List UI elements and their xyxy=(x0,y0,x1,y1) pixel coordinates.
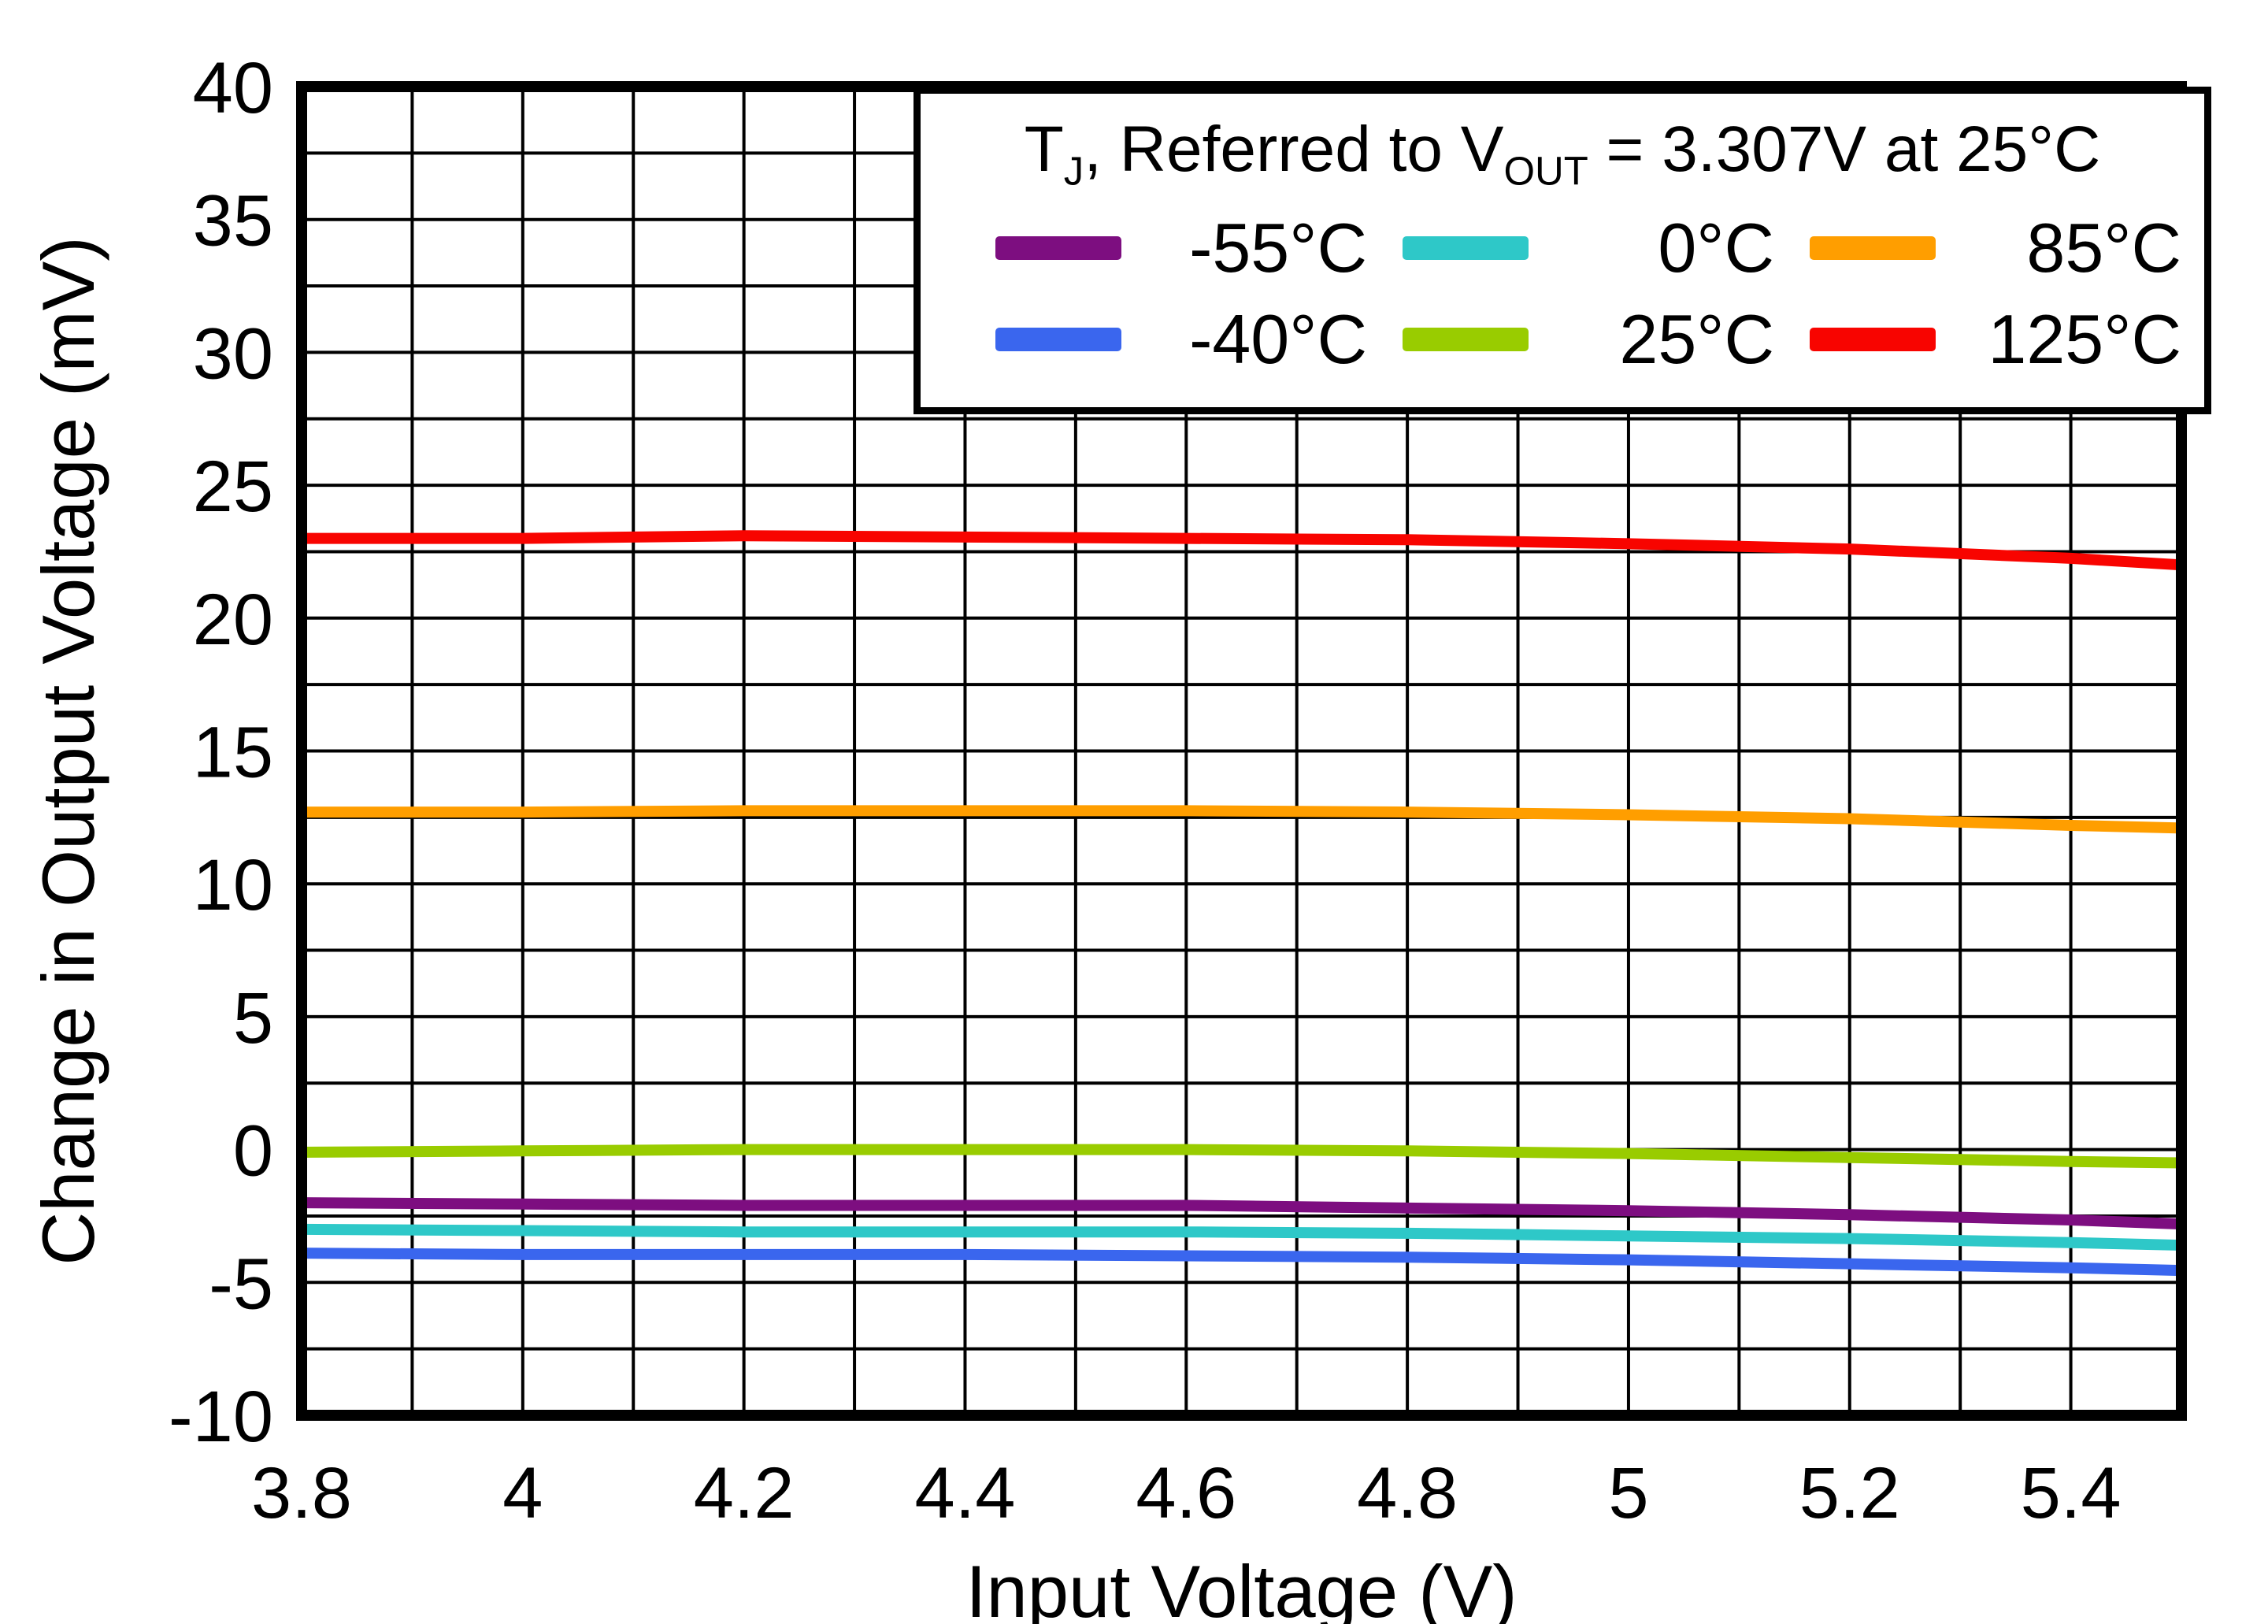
legend-swatch-125°C xyxy=(1810,328,1936,352)
legend-item-85°C: 85°C xyxy=(1810,213,2181,283)
legend-label-125°C: 125°C xyxy=(1988,300,2181,379)
legend-item-0°C: 0°C xyxy=(1403,213,1774,283)
legend-item--40°C: -40°C xyxy=(995,305,1367,374)
legend-title-subscript: J xyxy=(1063,148,1084,194)
x-tick-label: 5.2 xyxy=(1799,1453,1900,1533)
series-line--55°C xyxy=(301,1197,2182,1230)
legend-grid: -55°C -40°C 0°C 25°C 85°C 125°C xyxy=(921,193,2204,385)
y-tick-label: 35 xyxy=(193,181,273,261)
legend-swatch-85°C xyxy=(1810,236,1936,261)
legend-swatch-0°C xyxy=(1403,236,1529,261)
legend-title-part: T xyxy=(1024,113,1064,185)
legend-label-0°C: 0°C xyxy=(1658,209,1774,287)
legend-title-part: , Referred to V xyxy=(1084,113,1504,185)
legend-swatch--55°C xyxy=(995,236,1121,261)
legend-item--55°C: -55°C xyxy=(995,213,1367,283)
series-line-125°C xyxy=(302,530,2182,571)
series-line-25°C xyxy=(301,1144,2182,1169)
y-tick-label: -5 xyxy=(209,1244,273,1324)
legend-label--40°C: -40°C xyxy=(1189,300,1367,379)
series-line-85°C xyxy=(302,805,2182,834)
x-tick-label: 5 xyxy=(1608,1453,1648,1533)
y-tick-label: 30 xyxy=(193,313,273,394)
legend-title: TJ, Referred to VOUT = 3.307V at 25°C xyxy=(921,94,2204,193)
legend-item-25°C: 25°C xyxy=(1403,305,1774,374)
x-tick-label: 4.4 xyxy=(915,1453,1016,1533)
x-tick-label: 3.8 xyxy=(251,1453,352,1533)
series-lines xyxy=(301,530,2182,1277)
legend-label-85°C: 85°C xyxy=(2026,209,2181,287)
y-tick-labels: 40 35 30 25 20 15 10 5 0 -5 -10 xyxy=(169,48,273,1457)
legend-swatch-25°C xyxy=(1403,328,1529,352)
y-tick-label: 5 xyxy=(233,978,273,1059)
y-axis-title: Change in Output Voltage (mV) xyxy=(27,236,109,1265)
y-tick-label: 25 xyxy=(193,447,273,527)
x-tick-label: 4.2 xyxy=(694,1453,795,1533)
y-tick-label: 15 xyxy=(193,713,273,793)
y-tick-label: -10 xyxy=(169,1377,273,1457)
y-tick-label: 10 xyxy=(193,845,273,925)
legend-label-25°C: 25°C xyxy=(1619,300,1774,379)
legend-label--55°C: -55°C xyxy=(1189,209,1367,287)
x-tick-label: 4 xyxy=(502,1453,543,1533)
x-tick-label: 4.6 xyxy=(1136,1453,1236,1533)
legend-box: TJ, Referred to VOUT = 3.307V at 25°C -5… xyxy=(914,87,2211,414)
x-tick-label: 4.8 xyxy=(1357,1453,1458,1533)
x-tick-labels: 3.8 4 4.2 4.4 4.6 4.8 5 5.2 5.4 xyxy=(251,1453,2121,1533)
legend-swatch--40°C xyxy=(995,328,1121,352)
series-line-0°C xyxy=(301,1223,2182,1251)
legend-title-part: = 3.307V at 25°C xyxy=(1588,113,2101,185)
legend-item-125°C: 125°C xyxy=(1810,305,2181,374)
legend-title-subscript: OUT xyxy=(1503,148,1588,194)
y-tick-label: 20 xyxy=(193,580,273,660)
x-tick-label: 5.4 xyxy=(2021,1453,2122,1533)
y-tick-label: 0 xyxy=(233,1111,273,1192)
series-line--40°C xyxy=(301,1248,2182,1277)
y-tick-label: 40 xyxy=(193,48,273,128)
x-axis-title: Input Voltage (V) xyxy=(965,1550,1517,1624)
